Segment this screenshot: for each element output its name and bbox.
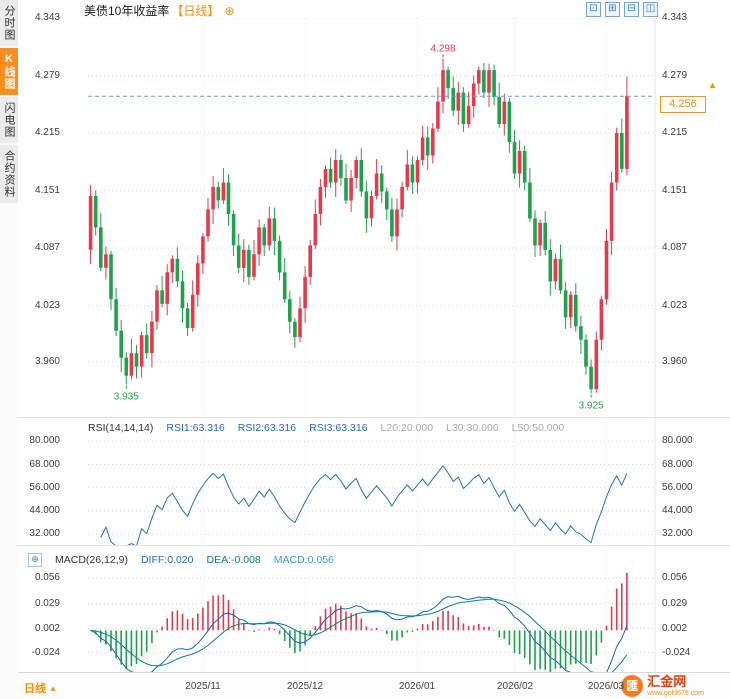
- axis-label: 4.087: [34, 242, 60, 254]
- macd-title: MACD(26,12,9): [55, 554, 128, 566]
- current-price-tag: 4.256: [660, 95, 706, 113]
- indicator-settings-icon[interactable]: ⊕: [28, 553, 42, 567]
- axis-label: 44.000: [29, 505, 60, 517]
- chart-main-area: 美债10年收益率 【日线】 ⊕ ⊡ ⊞ ⊟ ◫ 4.298 3.935 3.92…: [18, 0, 730, 699]
- axis-label: 4.279: [34, 69, 60, 81]
- indicator-value: RSI3:63.316: [309, 422, 368, 434]
- price-arrow-up-icon: ▲: [708, 80, 717, 91]
- rsi-header: RSI(14,14,14) RSI1:63.316 RSI2:63.316 RSI3…: [88, 422, 564, 434]
- candlestick-panel: 4.298 3.935 3.925 ▲ 4.256 4.343 4.343 4.27…: [18, 12, 730, 417]
- axis-label: 4.087: [662, 242, 688, 254]
- axis-label: 3.960: [34, 356, 60, 368]
- x-axis-label: 2026/03: [587, 681, 625, 692]
- axis-label: -0.024: [662, 646, 691, 658]
- axis-label: 0.056: [34, 572, 60, 584]
- svg-text:3.935: 3.935: [114, 392, 139, 403]
- axis-label: 0.029: [34, 597, 60, 609]
- layout-grid-icon[interactable]: ⊞: [605, 2, 620, 17]
- axis-label: 32.000: [29, 528, 60, 540]
- axis-label: 4.215: [34, 127, 60, 138]
- axis-label: 4.151: [662, 184, 688, 196]
- axis-label: -0.024: [31, 646, 60, 658]
- axis-label: 32.000: [662, 528, 693, 540]
- sidebar-tab-kline[interactable]: K线图: [0, 48, 18, 95]
- sidebar-tab-label: 合约资料: [3, 150, 15, 198]
- axis-label: 44.000: [662, 505, 693, 517]
- logo-mark: 匯: [621, 675, 644, 698]
- period-label: 【日线】: [171, 4, 220, 18]
- period-selector[interactable]: 日线 ▲: [24, 680, 57, 696]
- indicator-value: DIFF:0.020: [140, 554, 194, 566]
- rsi-chart-canvas[interactable]: [18, 418, 730, 546]
- rsi-values: RSI1:63.316 RSI2:63.316 RSI3:63.316 L20:20.…: [166, 422, 564, 434]
- axis-label: 3.960: [662, 356, 688, 368]
- axis-label: 80.000: [29, 435, 60, 447]
- indicator-value: RSI2:63.316: [237, 422, 297, 434]
- chart-type-sidebar: 分时图 K线图 闪电图 合约资料: [0, 0, 18, 699]
- titlebar: 美债10年收益率 【日线】 ⊕ ⊡ ⊞ ⊟ ◫: [18, 0, 730, 18]
- instrument-title: 美债10年收益率: [84, 4, 170, 18]
- macd-header: ⊕ MACD(26,12,9) DIFF:0.020 DEA:-0.008 MACD…: [28, 553, 334, 567]
- axis-label: 4.023: [662, 299, 688, 311]
- axis-label: 0.056: [662, 572, 688, 584]
- axis-label: 80.000: [662, 435, 693, 447]
- sidebar-tab-label: 分时图: [3, 5, 15, 41]
- axis-label: 4.215: [662, 127, 688, 138]
- period-selector-label: 日线: [24, 683, 46, 695]
- macd-values: DIFF:0.020 DEA:-0.008 MACD:0.056: [141, 554, 334, 566]
- main-chart-canvas[interactable]: 4.298 3.935 3.925: [18, 18, 730, 417]
- sidebar-tab-contract-info[interactable]: 合约资料: [0, 145, 18, 203]
- x-axis-label: 2026/02: [496, 681, 534, 692]
- layout-single-icon[interactable]: ⊡: [586, 2, 601, 17]
- title-row: 美债10年收益率 【日线】 ⊕: [84, 2, 234, 19]
- sidebar-tab-lightning[interactable]: 闪电图: [0, 97, 18, 143]
- layout-vsplit-icon[interactable]: ◫: [643, 2, 658, 17]
- macd-panel: ⊕ MACD(26,12,9) DIFF:0.020 DEA:-0.008 MACD…: [18, 545, 730, 673]
- indicator-value: L50:50.000: [511, 422, 565, 434]
- axis-label: 4.343: [34, 12, 60, 23]
- axis-label: 4.151: [34, 184, 60, 196]
- layout-hsplit-icon[interactable]: ⊟: [624, 2, 639, 17]
- axis-label: 4.279: [662, 69, 688, 81]
- sidebar-tab-label: K线图: [3, 53, 15, 90]
- rsi-title: RSI(14,14,14): [88, 422, 154, 434]
- indicator-value: RSI1:63.316: [166, 422, 225, 434]
- logo-url: www.gold678.com: [647, 689, 704, 697]
- indicator-value: MACD:0.056: [273, 554, 334, 566]
- axis-label: 4.343: [662, 12, 688, 23]
- axis-label: 4.023: [34, 299, 60, 311]
- axis-label: 0.002: [34, 622, 60, 634]
- sidebar-tab-timeshare[interactable]: 分时图: [0, 0, 18, 46]
- sidebar-tab-label: 闪电图: [3, 102, 15, 138]
- axis-label: 68.000: [662, 458, 693, 470]
- rsi-panel: RSI(14,14,14) RSI1:63.316 RSI2:63.316 RSI3…: [18, 417, 730, 546]
- svg-text:4.298: 4.298: [430, 43, 455, 54]
- axis-label: 56.000: [29, 481, 60, 493]
- x-axis-label: 2025/11: [185, 681, 221, 692]
- axis-label: 68.000: [29, 458, 60, 470]
- axis-label: 56.000: [662, 481, 693, 493]
- axis-label: 0.029: [662, 597, 688, 609]
- x-axis-label: 2026/01: [398, 681, 436, 692]
- macd-chart-canvas[interactable]: [18, 546, 730, 673]
- indicator-value: DEA:-0.008: [206, 554, 261, 566]
- layout-icon-group: ⊡ ⊞ ⊟ ◫: [586, 2, 658, 17]
- svg-text:3.925: 3.925: [579, 401, 604, 412]
- x-axis-label: 2025/12: [286, 681, 324, 692]
- time-axis-bar: 日线 ▲ 匯 汇金网 www.gold678.com 2025/11 2025/1…: [18, 672, 730, 699]
- chevron-up-icon: ▲: [49, 684, 57, 693]
- indicator-value: L20:20.000: [380, 422, 434, 434]
- logo-name: 汇金网: [647, 674, 687, 689]
- brand-logo: 匯 汇金网 www.gold678.com: [621, 674, 704, 698]
- axis-label: 0.002: [662, 622, 688, 634]
- indicator-value: L30:30.000: [446, 422, 499, 434]
- add-compare-icon[interactable]: ⊕: [224, 3, 235, 18]
